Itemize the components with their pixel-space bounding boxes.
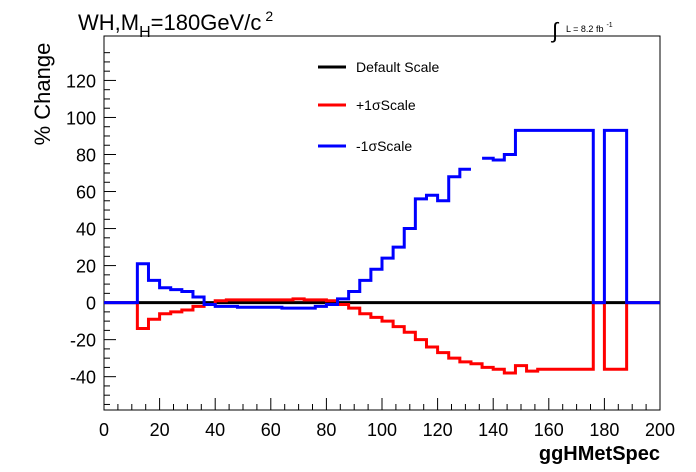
chart-title: WH,MH=180GeV/c 2 bbox=[78, 8, 273, 41]
legend-label-default: Default Scale bbox=[356, 59, 439, 75]
y-tick-label: -40 bbox=[70, 368, 96, 388]
title-superscript: 2 bbox=[265, 8, 273, 24]
plot-frame bbox=[103, 35, 661, 411]
x-tick-label: 120 bbox=[423, 420, 453, 440]
x-tick-label: 20 bbox=[150, 420, 170, 440]
legend-label-minus1sigma: -1σScale bbox=[356, 138, 412, 154]
y-tick-label: 20 bbox=[76, 257, 96, 277]
y-tick-label: 0 bbox=[86, 294, 96, 314]
y-axis: -40 -20 0 20 40 60 80 100 120 bbox=[66, 52, 116, 405]
x-tick-label: 40 bbox=[205, 420, 225, 440]
y-tick-label: 100 bbox=[66, 108, 96, 128]
series-line-minus1sigma bbox=[104, 128, 660, 310]
x-tick-label: 200 bbox=[645, 420, 675, 440]
series-line-plus1sigma bbox=[104, 297, 660, 375]
lumi-integral: ∫ bbox=[550, 18, 560, 43]
x-tick-label: 180 bbox=[589, 420, 619, 440]
y-tick-label: 60 bbox=[76, 183, 96, 203]
legend: Default Scale +1σScale -1σScale bbox=[318, 59, 439, 154]
x-axis: 0 20 40 60 80 100 120 140 160 180 200 bbox=[99, 398, 675, 440]
y-tick-label: -20 bbox=[70, 331, 96, 351]
lumi-label: L = 8.2 fb -1 bbox=[566, 22, 613, 34]
y-tick-label: 80 bbox=[76, 145, 96, 165]
x-tick-label: 80 bbox=[316, 420, 336, 440]
x-tick-label: 0 bbox=[99, 420, 109, 440]
x-tick-label: 160 bbox=[534, 420, 564, 440]
y-axis-title: % Change bbox=[30, 43, 55, 146]
title-subscript: H bbox=[139, 24, 151, 41]
y-tick-label: 40 bbox=[76, 220, 96, 240]
x-axis-title: ggHMetSpec bbox=[539, 443, 660, 465]
x-tick-label: 100 bbox=[367, 420, 397, 440]
x-tick-label: 140 bbox=[478, 420, 508, 440]
legend-label-plus1sigma: +1σScale bbox=[356, 97, 416, 113]
x-tick-label: 60 bbox=[261, 420, 281, 440]
series-layer bbox=[104, 128, 660, 375]
y-tick-label: 120 bbox=[66, 71, 96, 91]
